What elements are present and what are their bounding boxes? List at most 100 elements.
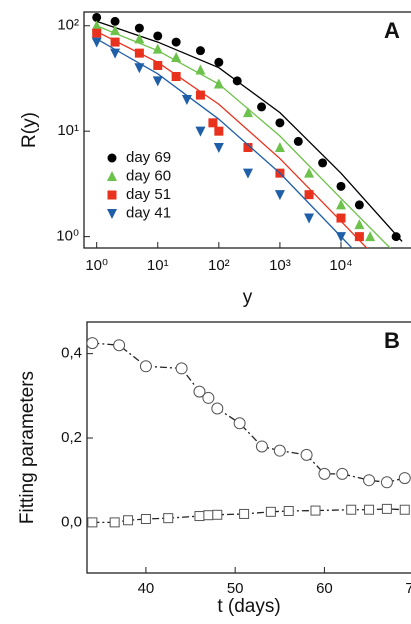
point	[300, 448, 313, 461]
point	[304, 190, 314, 200]
x-tick-label: 50	[227, 580, 244, 597]
point	[233, 417, 246, 430]
point	[304, 213, 315, 224]
point	[91, 20, 102, 31]
point	[310, 505, 321, 516]
point	[203, 510, 214, 521]
point	[273, 444, 286, 457]
point	[243, 143, 253, 153]
x-tick-label: 10³	[269, 257, 291, 274]
point	[110, 25, 121, 36]
point	[214, 57, 224, 67]
point	[255, 440, 268, 453]
point	[380, 476, 393, 489]
legend-label: day 69	[126, 149, 171, 166]
point	[113, 339, 126, 352]
x-tick-label: 10⁴	[329, 257, 352, 274]
point	[202, 391, 215, 404]
panel-label: B	[384, 328, 400, 353]
point	[194, 511, 205, 522]
legend-marker	[107, 171, 117, 181]
point	[336, 181, 346, 191]
point	[195, 126, 206, 137]
y-axis-label: Fitting parameters	[17, 371, 38, 524]
fit-line	[96, 25, 392, 248]
point	[398, 472, 411, 485]
connecting-line	[92, 508, 405, 524]
point	[140, 514, 151, 525]
y-tick-label: 10¹	[57, 122, 79, 139]
x-tick-label: 10⁰	[85, 257, 108, 274]
point	[363, 474, 376, 487]
point	[213, 78, 224, 89]
point	[134, 63, 145, 74]
point	[134, 48, 144, 58]
point	[274, 190, 285, 201]
panel-label: A	[384, 18, 400, 43]
point	[87, 337, 99, 350]
point	[171, 37, 181, 47]
point	[335, 232, 346, 243]
plot-area	[91, 12, 403, 248]
point	[152, 76, 163, 87]
point	[283, 505, 294, 516]
point	[381, 503, 392, 514]
point	[354, 219, 365, 230]
point	[110, 48, 121, 59]
legend-label: day 60	[126, 167, 171, 184]
point	[212, 509, 223, 520]
point	[134, 33, 145, 44]
legend-marker	[107, 209, 117, 219]
point	[242, 168, 253, 179]
point	[336, 213, 346, 223]
y-tick-label: 0,4	[61, 345, 82, 362]
point	[195, 46, 205, 56]
point	[175, 362, 188, 375]
legend-marker	[107, 153, 117, 163]
point	[232, 76, 242, 86]
point	[109, 517, 120, 528]
y-tick-label: 10⁰	[56, 228, 79, 245]
point	[208, 118, 218, 128]
point	[318, 467, 331, 480]
legend-label: day 51	[126, 186, 171, 203]
point	[152, 43, 163, 54]
y-tick-label: 10²	[57, 17, 79, 34]
plot-area	[87, 337, 411, 528]
point	[293, 136, 303, 146]
point	[399, 504, 410, 515]
point	[365, 231, 376, 242]
point	[336, 467, 349, 480]
plot-frame	[86, 321, 411, 574]
point	[257, 102, 267, 112]
point	[181, 94, 192, 105]
point	[275, 118, 285, 128]
point	[153, 60, 163, 70]
point	[110, 37, 120, 47]
plot-frame	[83, 11, 411, 249]
point	[354, 200, 364, 210]
point	[163, 513, 174, 524]
connecting-line	[92, 342, 405, 483]
point	[214, 126, 224, 136]
point	[335, 199, 346, 210]
point	[91, 37, 102, 48]
point	[92, 12, 102, 22]
fit-line	[96, 38, 353, 248]
point	[304, 167, 315, 178]
legend-marker	[107, 190, 117, 200]
point	[195, 64, 206, 75]
point	[139, 360, 152, 373]
point	[242, 107, 253, 118]
point	[265, 506, 276, 517]
point	[213, 143, 224, 154]
y-axis-label: R(y)	[19, 112, 40, 148]
y-tick-label: 0,0	[61, 513, 82, 530]
point	[171, 72, 181, 82]
x-tick-label: 60	[316, 580, 333, 597]
x-tick-label: 70	[405, 580, 411, 597]
point	[239, 508, 250, 519]
y-tick-label: 0,2	[61, 429, 82, 446]
x-axis-label: t (days)	[217, 596, 280, 617]
